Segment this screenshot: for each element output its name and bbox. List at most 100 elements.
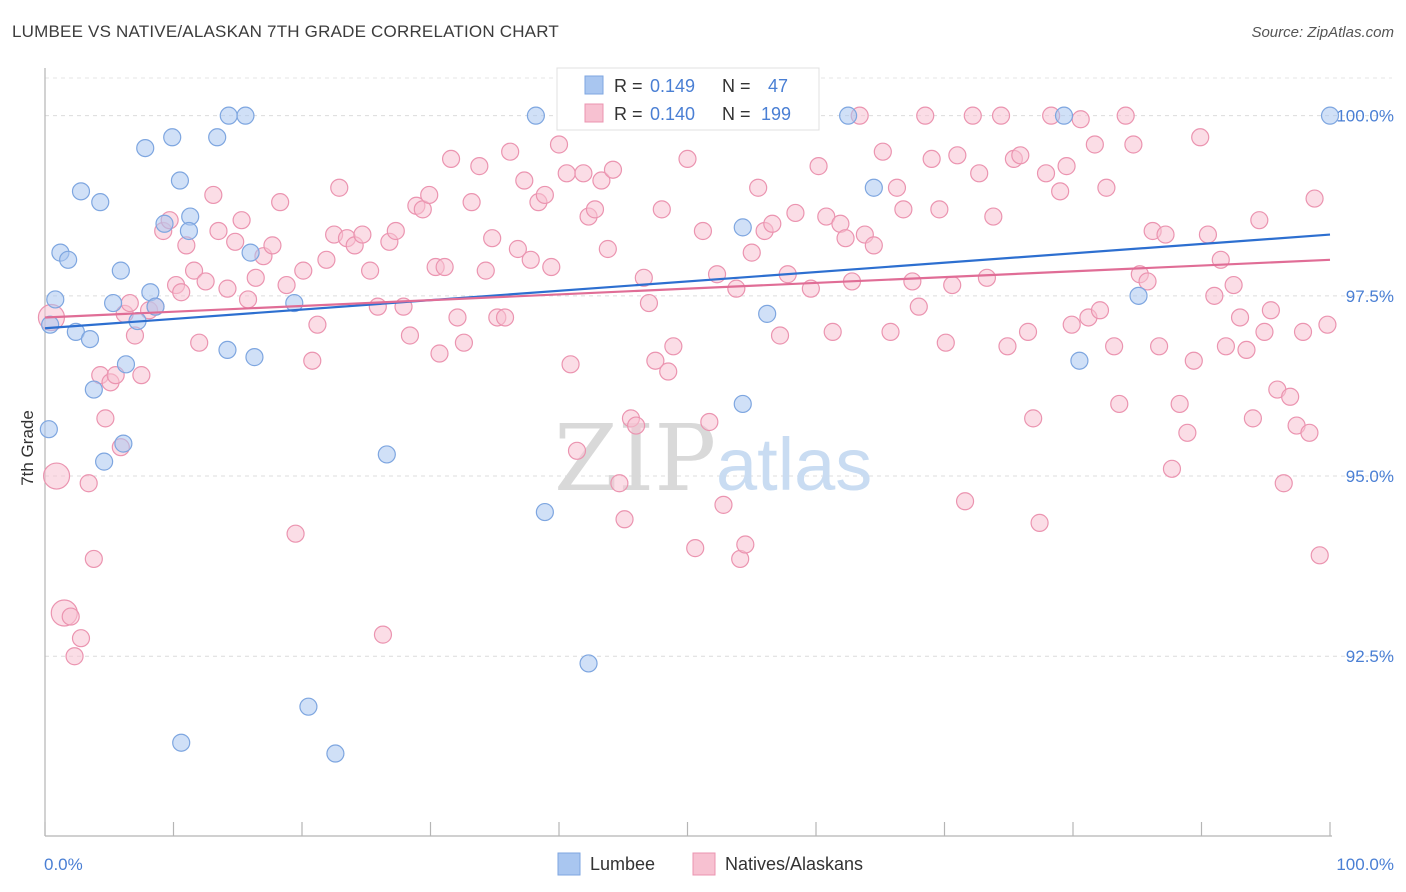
natives-point (1318, 315, 1337, 334)
natives-point (1191, 128, 1210, 147)
natives-point (238, 290, 258, 309)
lumbee-point (114, 434, 133, 453)
legend-label-lumbee: Lumbee (590, 854, 655, 874)
natives-point (1105, 337, 1124, 356)
lumbee-point (377, 445, 396, 464)
lumbee-point (136, 138, 155, 158)
natives-point (561, 355, 580, 374)
natives-point (61, 607, 80, 626)
natives-point (603, 160, 623, 179)
natives-point (508, 239, 527, 259)
natives-point (922, 149, 941, 169)
natives-point (353, 225, 372, 244)
lumbee-point (758, 304, 777, 323)
natives-point (65, 647, 84, 666)
natives-point (71, 629, 91, 648)
natives-point (1230, 308, 1250, 327)
natives-point (659, 362, 678, 381)
lumbee-point (1054, 106, 1074, 125)
natives-point (1124, 135, 1143, 154)
stats-n-value-natives: 199 (761, 104, 791, 124)
natives-point (1057, 157, 1076, 176)
natives-point (1018, 322, 1038, 341)
natives-point (196, 272, 215, 291)
stats-r-label-lumbee: R = (614, 76, 643, 96)
natives-point (1071, 110, 1090, 129)
natives-point (1198, 225, 1218, 244)
natives-point (1030, 513, 1049, 532)
natives-point (955, 492, 975, 511)
natives-point (172, 283, 191, 302)
natives-point (303, 351, 322, 370)
lumbee-point (66, 322, 85, 341)
lumbee-point (80, 329, 100, 349)
stats-r-value-natives: 0.140 (650, 104, 695, 124)
natives-point (271, 193, 290, 212)
natives-point (1170, 394, 1189, 414)
natives-point (1305, 189, 1324, 208)
natives-point (1036, 164, 1056, 183)
y-tick-label: 92.5% (1346, 647, 1394, 666)
lumbee-point (241, 243, 260, 262)
natives-point (909, 297, 928, 316)
natives-point (476, 261, 495, 280)
natives-point (916, 106, 935, 125)
lumbee-point (84, 380, 103, 399)
natives-point (226, 232, 245, 251)
lumbee-point (172, 733, 191, 752)
natives-point (1184, 351, 1203, 370)
natives-point (639, 293, 659, 313)
natives-point (286, 524, 305, 543)
y-axis-title: 7th Grade (18, 410, 37, 486)
lumbee-point (733, 394, 752, 414)
lumbee-point (59, 250, 78, 269)
natives-point (495, 308, 515, 327)
stats-n-value-lumbee: 47 (768, 76, 788, 96)
natives-point (1237, 340, 1256, 360)
natives-point (984, 207, 1003, 226)
natives-point (727, 279, 746, 298)
natives-point (535, 185, 554, 205)
natives-point (700, 412, 719, 432)
natives-point (1090, 301, 1110, 320)
lumbee-point (219, 106, 238, 125)
natives-point (190, 333, 209, 352)
natives-point (998, 337, 1017, 356)
natives-point (549, 135, 569, 154)
natives-point (1216, 337, 1236, 356)
lumbee-point (526, 106, 545, 125)
lumbee-trend-line (44, 233, 1331, 330)
natives-point (209, 221, 228, 241)
natives-point (963, 106, 982, 125)
natives-point (294, 261, 313, 280)
legend-label-natives: Natives/Alaskans (725, 854, 863, 874)
natives-point (1250, 211, 1269, 230)
natives-point (770, 326, 790, 345)
lumbee-point (46, 290, 65, 309)
natives-point (1293, 322, 1313, 341)
natives-point (1255, 322, 1274, 341)
natives-point (714, 495, 733, 514)
natives-point (664, 337, 683, 356)
lumbee-point (208, 128, 227, 147)
watermark: ZIP atlas (554, 405, 872, 512)
natives-point (462, 193, 481, 212)
legend-swatch-natives (692, 852, 716, 876)
natives-point (1261, 301, 1280, 320)
natives-point (308, 315, 327, 334)
natives-point (373, 625, 393, 644)
natives-point (441, 149, 461, 169)
natives-point (184, 261, 204, 280)
natives-point (598, 239, 617, 259)
natives-point (1310, 546, 1329, 565)
natives-point (542, 257, 561, 277)
stats-r-value-lumbee: 0.149 (650, 76, 695, 96)
lumbee-point (163, 128, 182, 147)
natives-point (1051, 182, 1070, 201)
natives-point (132, 366, 151, 385)
natives-point (936, 333, 955, 352)
lumbee-point (1070, 351, 1089, 370)
natives-point (557, 164, 576, 183)
natives-point (361, 261, 380, 280)
